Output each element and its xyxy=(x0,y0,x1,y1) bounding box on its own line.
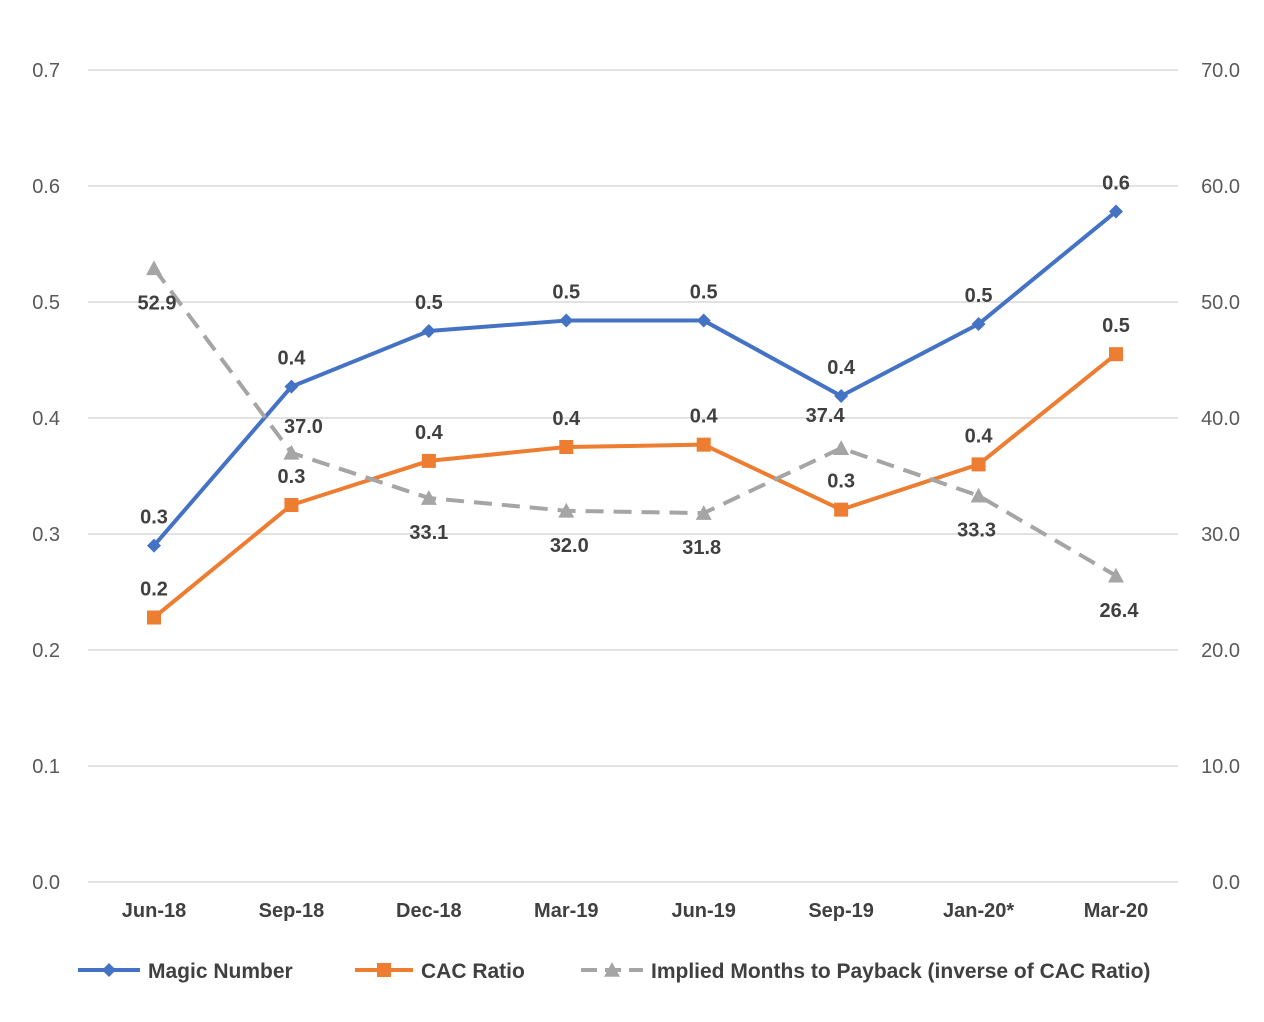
data-point-triangle xyxy=(146,260,162,276)
data-point-square xyxy=(1109,347,1123,362)
legend-item: Magic Number xyxy=(78,960,293,983)
data-label: 0.5 xyxy=(415,292,443,314)
series-markers xyxy=(146,204,1124,625)
legend-item: Implied Months to Payback (inverse of CA… xyxy=(581,960,1150,983)
data-label: 0.4 xyxy=(552,408,581,430)
data-label: 0.5 xyxy=(690,282,718,304)
data-point-diamond xyxy=(102,963,116,977)
right-tick-label: 50.0 xyxy=(1201,292,1240,314)
data-label: 33.3 xyxy=(957,520,996,542)
data-point-diamond xyxy=(284,379,299,394)
data-point-square xyxy=(377,963,391,977)
data-label: 37.0 xyxy=(284,416,323,438)
data-point-square xyxy=(284,498,299,512)
data-label: 0.3 xyxy=(140,507,168,529)
data-labels: 0.3 0.4 0.5 0.5 0.5 0.4 0.5 0.6 0.2 0.3 0.4 0.4 0.4 0… xyxy=(138,173,1140,622)
data-label: 0.5 xyxy=(552,282,580,304)
legend-label: Magic Number xyxy=(148,960,293,983)
data-label: 0.4 xyxy=(690,406,719,428)
data-point-diamond xyxy=(971,317,986,332)
left-tick-label: 0.0 xyxy=(32,872,60,894)
data-point-square xyxy=(696,437,711,452)
data-point-diamond xyxy=(559,313,574,328)
data-point-diamond xyxy=(834,388,849,403)
left-tick-label: 0.5 xyxy=(32,292,60,314)
right-tick-label: 0.0 xyxy=(1212,872,1240,894)
data-point-triangle xyxy=(420,490,437,505)
x-tick-label: Jan-20* xyxy=(943,900,1014,922)
data-point-triangle xyxy=(604,962,620,977)
left-tick-label: 0.6 xyxy=(32,176,60,198)
series-line-2 xyxy=(152,267,1118,578)
right-tick-label: 10.0 xyxy=(1201,756,1240,778)
data-point-square xyxy=(559,440,574,454)
data-point-triangle xyxy=(558,502,575,518)
data-point-square xyxy=(147,610,161,625)
data-label: 0.3 xyxy=(278,466,306,488)
gridlines xyxy=(88,69,1178,883)
data-label: 0.3 xyxy=(827,471,855,493)
x-tick-label: Mar-20 xyxy=(1084,900,1148,922)
left-tick-label: 0.2 xyxy=(32,640,60,662)
legend-label: Implied Months to Payback (inverse of CA… xyxy=(651,960,1150,983)
x-tick-label: Sep-18 xyxy=(259,900,325,922)
right-tick-label: 70.0 xyxy=(1201,60,1240,82)
x-tick-label: Jun-18 xyxy=(122,900,186,922)
data-point-triangle xyxy=(283,444,300,460)
x-tick-label: Dec-18 xyxy=(396,900,462,922)
left-tick-label: 0.3 xyxy=(32,524,60,546)
series-lines xyxy=(152,209,1118,620)
right-tick-label: 20.0 xyxy=(1201,640,1240,662)
legend: Magic Number CAC Ratio Implied Months to P… xyxy=(78,960,1150,983)
legend-label: CAC Ratio xyxy=(421,960,525,983)
series-line-0 xyxy=(152,209,1118,547)
left-tick-label: 0.1 xyxy=(32,756,60,778)
data-point-square xyxy=(421,453,436,468)
data-label: 0.5 xyxy=(965,285,993,307)
data-label: 32.0 xyxy=(550,535,589,557)
right-y-axis: 0.0 10.0 20.0 30.0 40.0 50.0 60.0 70.0 xyxy=(1201,60,1240,894)
data-point-triangle xyxy=(695,505,712,520)
data-point-diamond xyxy=(1109,204,1123,219)
data-label: 37.4 xyxy=(806,405,846,427)
x-tick-label: Sep-19 xyxy=(808,900,874,922)
right-tick-label: 40.0 xyxy=(1201,408,1240,430)
data-label: 33.1 xyxy=(409,522,448,544)
left-tick-label: 0.7 xyxy=(32,60,60,82)
data-point-square xyxy=(834,502,849,517)
data-point-square xyxy=(971,457,986,472)
data-label: 0.4 xyxy=(278,348,307,370)
data-point-diamond xyxy=(147,538,161,553)
data-label: 52.9 xyxy=(138,292,177,314)
left-tick-label: 0.4 xyxy=(32,408,60,430)
left-y-axis: 0.0 0.1 0.2 0.3 0.4 0.5 0.6 0.7 xyxy=(32,60,60,894)
data-label: 0.6 xyxy=(1102,173,1130,195)
data-label: 0.4 xyxy=(827,357,856,379)
data-label: 0.5 xyxy=(1102,315,1130,337)
x-tick-label: Mar-19 xyxy=(534,900,598,922)
x-tick-label: Jun-19 xyxy=(671,900,735,922)
data-label: 31.8 xyxy=(682,537,721,559)
series-line-1 xyxy=(152,352,1118,620)
data-point-triangle xyxy=(1108,567,1124,583)
data-label: 0.2 xyxy=(140,579,168,601)
data-point-diamond xyxy=(421,324,436,338)
right-tick-label: 60.0 xyxy=(1201,176,1240,198)
data-point-diamond xyxy=(696,313,711,328)
right-tick-label: 30.0 xyxy=(1201,524,1240,546)
data-point-triangle xyxy=(833,440,850,455)
data-label: 0.4 xyxy=(965,425,994,447)
data-point-triangle xyxy=(970,487,987,503)
legend-item: CAC Ratio xyxy=(355,960,525,983)
data-label: 26.4 xyxy=(1100,600,1140,622)
data-label: 0.4 xyxy=(415,422,444,444)
x-axis: Jun-18 Sep-18 Dec-18 Mar-19 Jun-19 Sep-19 Jan-… xyxy=(122,900,1148,922)
